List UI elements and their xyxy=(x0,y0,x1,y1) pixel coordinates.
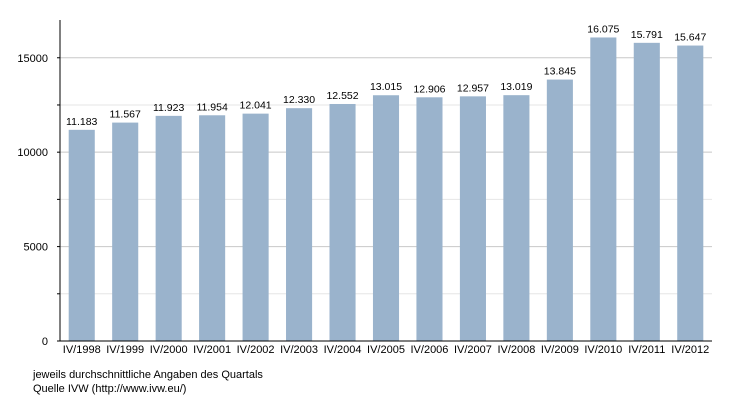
y-axis-ticks: 0 5000 10000 15000 xyxy=(17,53,60,348)
data-label: 11.183 xyxy=(66,116,97,128)
data-label: 13.015 xyxy=(370,81,402,93)
bar xyxy=(590,37,617,341)
data-label: 11.923 xyxy=(153,102,184,114)
x-tick-label: IV/1999 xyxy=(106,344,144,356)
bar xyxy=(503,95,530,341)
y-tick-label: 5000 xyxy=(24,242,48,254)
x-tick-label: IV/2004 xyxy=(324,344,362,356)
x-tick-label: IV/2005 xyxy=(367,344,405,356)
x-tick-label: IV/1998 xyxy=(63,344,101,356)
data-label: 11.954 xyxy=(196,101,227,113)
x-tick-label: IV/2011 xyxy=(628,344,665,356)
x-tick-label: IV/2008 xyxy=(497,344,535,356)
bar xyxy=(286,108,313,341)
x-tick-label: IV/2007 xyxy=(454,344,492,356)
x-tick-label: IV/2006 xyxy=(411,344,449,356)
bar xyxy=(199,115,226,341)
bar xyxy=(242,113,269,341)
x-axis-ticks: IV/1998 IV/1999 IV/2000 IV/2001 IV/2002 IV/20… xyxy=(63,344,709,356)
axes xyxy=(59,20,712,342)
y-tick-label: 15000 xyxy=(17,53,48,65)
data-label: 12.041 xyxy=(240,100,272,112)
data-label: 13.019 xyxy=(500,81,532,93)
data-label: 15.647 xyxy=(674,32,706,44)
footnote-source: Quelle IVW (http://www.ivw.eu/) xyxy=(33,383,187,395)
data-label: 12.330 xyxy=(283,94,315,106)
data-label: 12.957 xyxy=(457,82,489,94)
y-tick-label: 0 xyxy=(42,336,48,348)
bar xyxy=(155,115,182,341)
data-label: 13.845 xyxy=(544,66,576,78)
x-tick-label: IV/2000 xyxy=(150,344,188,356)
bar xyxy=(329,103,356,341)
footnote-description: jeweils durchschnittliche Angaben des Qu… xyxy=(33,369,263,381)
bar xyxy=(546,79,573,341)
bar xyxy=(416,97,443,341)
bar xyxy=(677,45,704,342)
x-tick-label: IV/2009 xyxy=(541,344,579,356)
x-tick-label: IV/2012 xyxy=(671,344,709,356)
y-tick-label: 10000 xyxy=(17,147,48,159)
data-label: 12.552 xyxy=(326,90,358,102)
bar xyxy=(459,96,486,341)
bars xyxy=(68,37,704,342)
data-label: 11.567 xyxy=(110,109,141,121)
data-labels: 11.183 11.567 11.923 11.954 12.041 12.330 12.5… xyxy=(66,23,706,127)
bar xyxy=(68,129,95,341)
bar xyxy=(112,122,139,341)
data-label: 12.906 xyxy=(413,83,445,95)
bar xyxy=(372,95,400,341)
bar xyxy=(633,42,660,341)
data-label: 16.075 xyxy=(587,23,619,35)
x-tick-label: IV/2003 xyxy=(280,344,318,356)
data-label: 15.791 xyxy=(631,29,663,41)
x-tick-label: IV/2001 xyxy=(193,344,231,356)
x-tick-label: IV/2002 xyxy=(237,344,275,356)
x-tick-label: IV/2010 xyxy=(584,344,622,356)
